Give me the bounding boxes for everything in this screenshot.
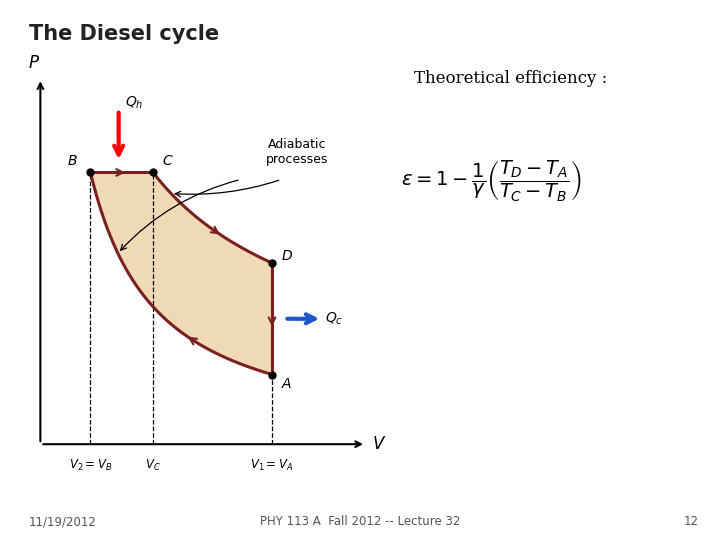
Text: $D$: $D$ bbox=[282, 248, 294, 262]
Text: $V_2 = V_B$: $V_2 = V_B$ bbox=[69, 457, 112, 472]
Text: $V_1 = V_A$: $V_1 = V_A$ bbox=[251, 457, 294, 472]
Text: $V$: $V$ bbox=[372, 435, 387, 453]
Text: PHY 113 A  Fall 2012 -- Lecture 32: PHY 113 A Fall 2012 -- Lecture 32 bbox=[260, 515, 460, 528]
Text: $V_C$: $V_C$ bbox=[145, 457, 161, 472]
Text: $Q_c$: $Q_c$ bbox=[325, 310, 343, 327]
Text: $\varepsilon = 1 - \dfrac{1}{\gamma}\left(\dfrac{T_D - T_A}{T_C - T_B}\right)$: $\varepsilon = 1 - \dfrac{1}{\gamma}\lef… bbox=[401, 158, 581, 202]
Text: $C$: $C$ bbox=[163, 154, 174, 168]
Text: $Q_h$: $Q_h$ bbox=[125, 94, 143, 111]
Text: 11/19/2012: 11/19/2012 bbox=[29, 515, 96, 528]
Text: Adiabatic
processes: Adiabatic processes bbox=[266, 138, 328, 166]
Text: $B$: $B$ bbox=[67, 154, 78, 168]
Text: $A$: $A$ bbox=[282, 377, 293, 392]
Polygon shape bbox=[91, 172, 272, 375]
Text: $P$: $P$ bbox=[28, 54, 40, 72]
Text: Theoretical efficiency :: Theoretical efficiency : bbox=[414, 70, 608, 87]
Text: The Diesel cycle: The Diesel cycle bbox=[29, 24, 219, 44]
Text: 12: 12 bbox=[683, 515, 698, 528]
